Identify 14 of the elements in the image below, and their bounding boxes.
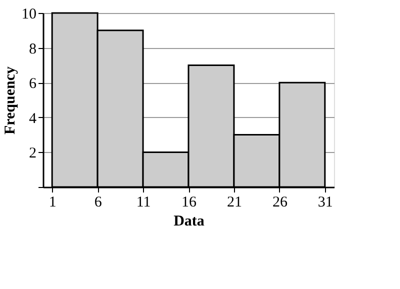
x-tick-label: 16 [182,194,197,210]
y-tick-label: 8 [29,41,36,58]
y-tick-label: 6 [29,76,37,92]
x-tick-label: 1 [48,194,56,210]
x-tick-label: 26 [272,194,288,210]
y-tick-label: 2 [29,146,36,162]
y-axis-title: Frequency [2,66,18,135]
x-tick-label: 6 [94,194,102,210]
x-tick-label: 31 [318,194,333,210]
x-tick-label: 21 [226,194,242,210]
x-axis-title: Data [174,214,205,230]
y-tick-label: 10 [22,6,36,22]
x-tick-label: 11 [136,194,151,210]
y-tick-label: 4 [29,110,37,127]
